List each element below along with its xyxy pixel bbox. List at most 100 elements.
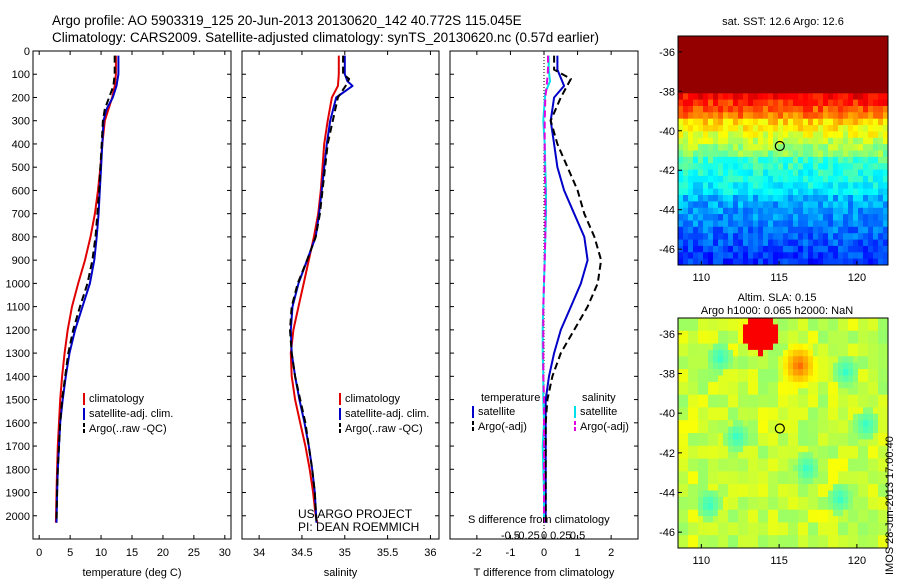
- sla_map-cell: [718, 369, 724, 377]
- sla_map-cell: [728, 458, 734, 466]
- sst_map-cell: [778, 252, 784, 260]
- sst_map-cell: [798, 252, 804, 260]
- sla_map-cell: [808, 490, 814, 498]
- sla_map-cell: [818, 318, 824, 325]
- sst_map-cell: [808, 55, 814, 63]
- sst_map-cell: [873, 137, 879, 145]
- sla_map-cell: [723, 426, 729, 434]
- difference-series-group: [541, 51, 603, 539]
- sst_map-cell: [778, 156, 784, 164]
- sst_map-cell: [683, 125, 689, 133]
- sla_map-cell: [853, 496, 859, 504]
- sla_map-cell: [788, 343, 794, 351]
- sla_map-cell: [808, 464, 814, 472]
- sla_map-cell: [878, 433, 884, 440]
- sst_map-cell: [763, 80, 769, 88]
- sla_map-cell: [723, 452, 729, 460]
- sst_map-cell: [748, 74, 754, 82]
- sla_map-cell: [708, 471, 714, 479]
- sst_map-cell: [793, 150, 799, 158]
- sst_map-cell: [843, 55, 849, 63]
- sla_map-cell: [878, 375, 884, 383]
- sla_map-cell: [853, 394, 859, 402]
- sst_map-cell: [748, 201, 754, 209]
- sla_map-cell: [703, 324, 709, 332]
- sst_map-cell: [798, 55, 804, 63]
- sst_map-cell: [818, 188, 824, 196]
- sla_map-cell: [838, 477, 844, 485]
- sla_map-cell: [858, 394, 864, 402]
- sla_map-cell: [738, 477, 744, 485]
- sst_map-cell: [698, 55, 704, 63]
- sla_map-cell: [803, 452, 809, 460]
- sla_map-cell: [838, 458, 844, 466]
- sla_map-cell: [868, 541, 874, 548]
- sst_map-cell: [778, 67, 784, 75]
- sst_map-cell: [758, 239, 764, 247]
- sla_map-cell: [763, 477, 769, 485]
- sla_map-cell: [758, 343, 764, 351]
- sla_map-cell: [688, 490, 694, 498]
- sst_map-cell: [798, 61, 804, 69]
- sst_map-cell: [773, 252, 779, 260]
- sst_map-cell: [878, 252, 884, 260]
- sst_map-cell: [858, 233, 864, 241]
- sla_map-cell: [738, 503, 744, 511]
- sla_map-cell: [758, 496, 764, 504]
- sst_map-cell: [698, 239, 704, 247]
- sst_map-cell: [803, 220, 809, 228]
- sla_map-cell: [773, 343, 779, 351]
- sst_map-cell: [768, 48, 774, 56]
- sla_map-cell: [738, 413, 744, 421]
- sla_map-cell: [838, 401, 844, 409]
- sla_map-cell: [743, 407, 749, 415]
- sst_map-cell: [748, 226, 754, 234]
- sst_map-cell: [698, 195, 704, 202]
- sla_map-cell: [728, 503, 734, 511]
- sla_map-cell: [733, 324, 739, 332]
- sst_map-cell: [713, 36, 719, 43]
- sla_map-cell: [713, 343, 719, 351]
- sst_map-cell: [818, 61, 824, 69]
- sla_map-cell: [838, 490, 844, 498]
- sst_map-cell: [848, 156, 854, 164]
- sst_map-cell: [763, 175, 769, 183]
- sst_map-cell: [708, 74, 714, 82]
- sla_map-cell: [678, 439, 684, 447]
- sla_map-cell: [808, 541, 814, 548]
- sst_map-cell: [758, 125, 764, 133]
- sst_map-cell: [833, 156, 839, 164]
- sla_map-cell: [743, 490, 749, 498]
- sst_map-cell: [738, 144, 744, 152]
- sla_map-cell: [833, 484, 839, 492]
- salinity-xtick-label: 34.5: [291, 547, 312, 559]
- sla_map-cell: [723, 516, 729, 524]
- sla_map-cell: [828, 458, 834, 466]
- sla_map-cell: [868, 522, 874, 530]
- sst_map-cell: [713, 245, 719, 253]
- sla_map-cell: [798, 337, 804, 345]
- sst_map-cell: [728, 226, 734, 234]
- sst_map-cell: [718, 182, 724, 190]
- difference-s-tick-label: 0.25: [550, 530, 571, 542]
- sst_map-cell: [768, 144, 774, 152]
- sst_map-cell: [873, 169, 879, 177]
- sla_map-cell: [768, 477, 774, 485]
- sst_map-cell: [818, 112, 824, 120]
- sst_map-cell: [778, 106, 784, 113]
- sst_map-cell: [688, 48, 694, 56]
- sla_map-cell: [733, 522, 739, 530]
- sst_map-cell: [858, 42, 864, 50]
- sla_map-cell: [708, 458, 714, 466]
- sst_map-cell: [848, 182, 854, 190]
- sst_map-cell: [713, 175, 719, 183]
- sla_map-cell: [738, 401, 744, 409]
- sla_map-cell: [848, 464, 854, 472]
- sst_map-cell: [708, 61, 714, 69]
- sst_map-cell: [748, 125, 754, 133]
- depth-tick-label: 500: [12, 162, 30, 174]
- sst_map-cell: [753, 99, 759, 107]
- sla_map-cell: [848, 420, 854, 428]
- sla_map-cell: [758, 464, 764, 472]
- sst_map-cell: [868, 131, 874, 139]
